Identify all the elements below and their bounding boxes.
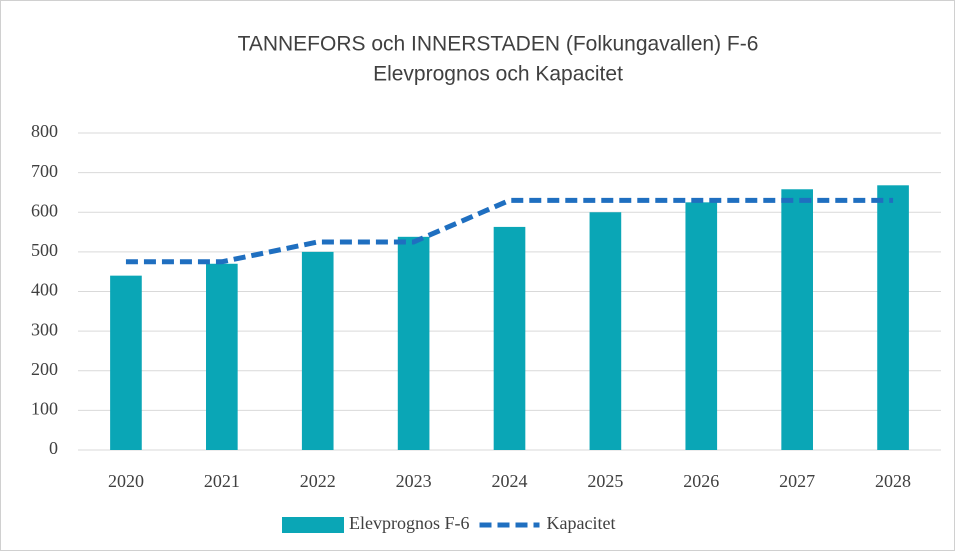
y-tick-label: 200 <box>31 359 58 379</box>
x-tick-label: 2021 <box>204 471 240 491</box>
bar <box>589 212 622 450</box>
bar <box>206 263 238 450</box>
x-tick-label: 2020 <box>108 471 144 491</box>
legend-label: Kapacitet <box>547 513 616 533</box>
x-tick-label: 2022 <box>300 471 336 491</box>
bar <box>301 251 334 450</box>
x-tick-label: 2028 <box>875 471 911 491</box>
y-tick-label: 500 <box>31 240 58 260</box>
bar <box>877 185 909 450</box>
chart-subtitle: Elevprognos och Kapacitet <box>373 63 623 86</box>
x-tick-label: 2027 <box>779 471 815 491</box>
x-tick-label: 2025 <box>587 471 623 491</box>
line <box>125 197 894 265</box>
bar <box>781 189 813 450</box>
x-tick-label: 2026 <box>683 471 719 491</box>
y-tick-label: 600 <box>31 200 58 220</box>
y-tick-label: 300 <box>31 319 58 339</box>
y-tick-label: 700 <box>31 161 58 181</box>
bar <box>110 275 142 450</box>
y-tick-label: 400 <box>31 280 58 300</box>
legend-swatch <box>282 517 344 533</box>
x-tick-label: 2024 <box>492 471 528 491</box>
y-tick-label: 100 <box>31 399 58 419</box>
legend-label: Elevprognos F-6 <box>349 513 470 533</box>
y-tick-label: 0 <box>49 438 58 458</box>
bar <box>685 202 718 450</box>
bar <box>493 226 526 450</box>
chart-title: TANNEFORS och INNERSTADEN (Folkungavalle… <box>238 33 759 56</box>
bar <box>397 236 430 450</box>
y-tick-label: 800 <box>31 121 58 141</box>
x-tick-label: 2023 <box>396 471 432 491</box>
